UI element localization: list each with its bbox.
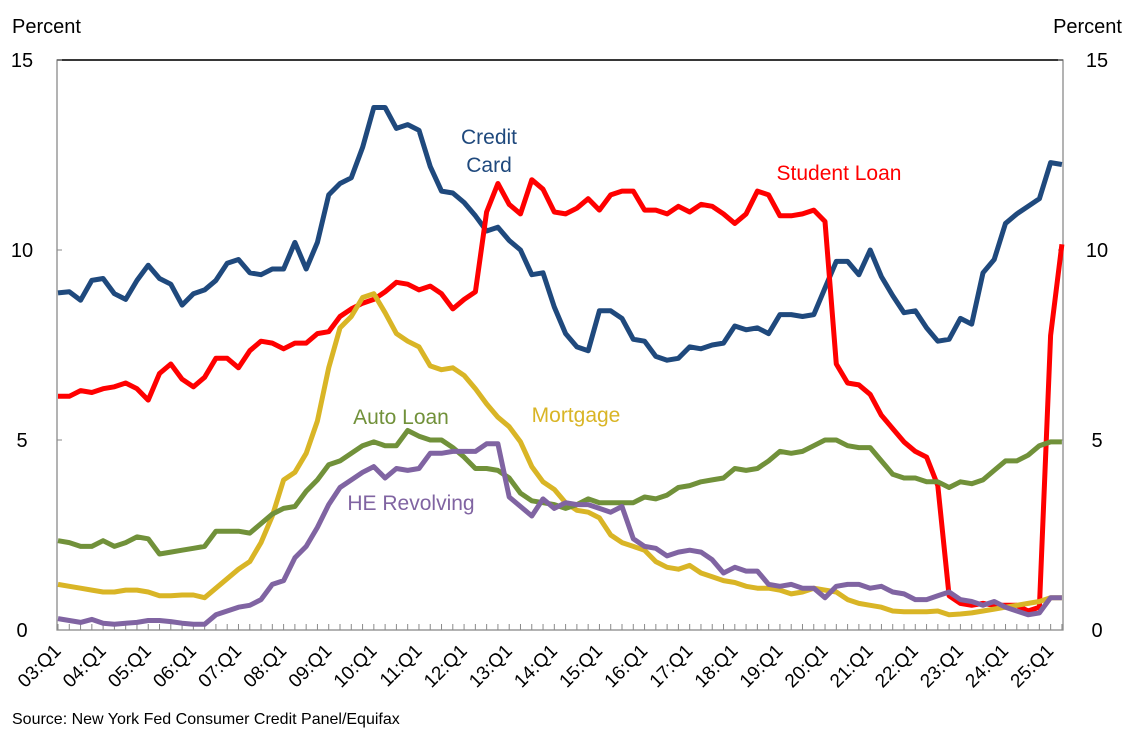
x-tick-label: 06:Q1 bbox=[149, 641, 200, 692]
x-tick-label: 04:Q1 bbox=[59, 641, 110, 692]
x-tick-label: 09:Q1 bbox=[285, 641, 336, 692]
x-tick-label: 16:Q1 bbox=[601, 641, 652, 692]
x-tick-label: 25:Q1 bbox=[1007, 641, 1058, 692]
y-tick-label-right: 15 bbox=[1086, 50, 1108, 72]
x-tick-label: 12:Q1 bbox=[420, 641, 471, 692]
x-tick-label: 11:Q1 bbox=[376, 641, 426, 691]
series-label-student-loan: Student Loan bbox=[777, 162, 902, 185]
y-tick-label-left: 5 bbox=[16, 430, 27, 452]
x-tick-label: 14:Q1 bbox=[510, 641, 561, 692]
series-line-student-loan bbox=[58, 177, 1065, 614]
x-tick-label: 20:Q1 bbox=[781, 641, 832, 692]
x-tick-label: 22:Q1 bbox=[871, 641, 922, 692]
x-axis: 03:Q104:Q105:Q106:Q107:Q108:Q109:Q110:Q1… bbox=[14, 624, 1063, 692]
x-tick-label: 07:Q1 bbox=[195, 641, 246, 692]
series-labels: Credit Card Student Loan Mortgage Auto Loan H… bbox=[347, 126, 901, 515]
x-tick-label: 15:Q1 bbox=[556, 641, 607, 692]
y-tick-label-left: 15 bbox=[11, 50, 33, 72]
series-label-he-revolving: HE Revolving bbox=[347, 492, 474, 515]
y-tick-label-left: 0 bbox=[16, 620, 27, 642]
x-tick-label: 18:Q1 bbox=[691, 641, 742, 692]
x-tick-label: 19:Q1 bbox=[736, 641, 787, 692]
series-line-credit-card bbox=[57, 105, 1063, 363]
x-tick-label: 21:Q1 bbox=[826, 641, 877, 692]
series-label-credit-card: Credit bbox=[461, 126, 517, 149]
series-label-credit-card: Card bbox=[466, 154, 512, 177]
plot-frame bbox=[56, 59, 1064, 631]
series-line-he-revolving bbox=[57, 441, 1062, 627]
series-label-mortgage: Mortgage bbox=[532, 404, 621, 427]
x-tick-label: 24:Q1 bbox=[962, 641, 1013, 692]
x-tick-label: 23:Q1 bbox=[916, 641, 967, 692]
series-line-mortgage bbox=[57, 291, 1062, 618]
x-tick-label: 05:Q1 bbox=[104, 641, 155, 692]
x-tick-label: 13:Q1 bbox=[465, 641, 516, 692]
series-lines bbox=[57, 105, 1065, 627]
y-axis-left-title: Percent bbox=[12, 16, 81, 38]
y-tick-label-right: 0 bbox=[1091, 620, 1102, 642]
source-note: Source: New York Fed Consumer Credit Pan… bbox=[12, 711, 400, 728]
y-tick-label-left: 10 bbox=[11, 240, 33, 262]
y-axis-right-title: Percent bbox=[1053, 16, 1122, 38]
x-tick-label: 08:Q1 bbox=[240, 641, 291, 692]
x-tick-label: 03:Q1 bbox=[14, 641, 65, 692]
x-tick-label: 10:Q1 bbox=[330, 641, 381, 692]
y-tick-label-right: 5 bbox=[1091, 430, 1102, 452]
y-axis-left: 0 5 10 15 bbox=[11, 50, 62, 642]
x-tick-label: 17:Q1 bbox=[646, 641, 697, 692]
y-tick-label-right: 10 bbox=[1086, 240, 1108, 262]
y-axis-right: 0 5 10 15 bbox=[1058, 50, 1108, 642]
series-label-auto-loan: Auto Loan bbox=[353, 406, 449, 429]
